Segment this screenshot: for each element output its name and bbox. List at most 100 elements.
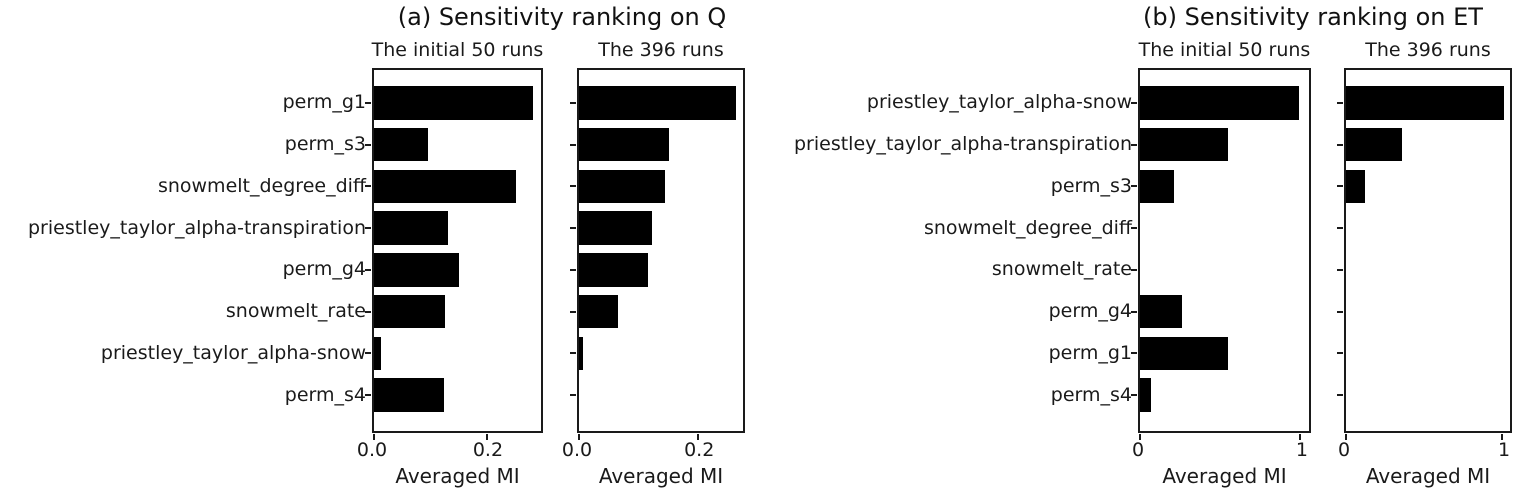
y-axis-label-row: perm_s4 [0,374,366,416]
bar-row [365,333,541,375]
x-tick [697,434,700,440]
bar [1140,86,1299,120]
y-tick [1131,352,1137,355]
bar-row [1131,374,1309,416]
y-axis-label-row: snowmelt_rate [0,291,366,333]
y-axis-label-row: perm_g4 [0,249,366,291]
plot-area [1337,68,1512,440]
y-axis-label: perm_g1 [1048,341,1132,364]
bar-row [570,207,743,249]
y-tick [1337,227,1343,230]
bar-rows [1337,70,1510,431]
x-tick-label: 0.0 [561,439,593,461]
bar [1140,378,1152,412]
bar-rows [365,70,541,431]
bar-row [365,249,541,291]
plot-area [570,68,745,440]
y-axis-label: priestley_taylor_alpha-transpiration [793,133,1132,156]
bar-row [1337,166,1510,208]
plot-area [1131,68,1311,440]
y-tick [570,310,576,313]
y-tick [1337,352,1343,355]
bar [374,378,444,412]
bar [579,336,584,371]
y-tick [1337,185,1343,188]
y-axis-label-row: perm_g1 [0,82,366,124]
x-tick [1501,434,1504,440]
y-axis-label-row: snowmelt_degree_diff [0,166,366,208]
y-axis-label: snowmelt_degree_diff [157,174,366,197]
panel-title: (b) Sensitivity ranking on ET [1143,3,1483,31]
y-tick [1131,227,1137,230]
y-tick [1131,143,1137,146]
y-tick [365,394,371,397]
y-tick [570,352,576,355]
y-axis-label-row: perm_s3 [0,124,366,166]
bar [374,169,516,204]
y-axis-label-row: snowmelt_degree_diff [578,207,1132,249]
y-axis-label: perm_g4 [1048,300,1132,323]
bar [1140,127,1229,162]
bar [579,127,670,162]
x-axis-label: Averaged MI [1365,464,1491,488]
x-tick [1139,434,1141,440]
x-tick [1299,434,1302,440]
bar-row [1337,207,1510,249]
subplot-title: The 396 runs [598,39,724,61]
y-axis-labels: priestley_taylor_alpha-snow priestley_tay… [578,68,1132,433]
bar [1346,127,1403,162]
y-axis-label: perm_g1 [282,91,366,114]
bar-row [1337,374,1510,416]
y-tick [1337,310,1343,313]
y-tick [1131,101,1137,104]
y-tick [1131,310,1137,313]
y-axis-label: priestley_taylor_alpha-snow [100,341,366,364]
x-tick-label: 0.2 [472,439,504,461]
y-tick [1131,394,1137,397]
y-tick [365,143,371,146]
bar-row [1131,207,1309,249]
bar [1140,336,1229,371]
y-tick [570,185,576,188]
y-tick [570,394,576,397]
bar [579,169,666,204]
y-axis-label: perm_g4 [282,258,366,281]
y-tick [365,185,371,188]
y-axis-label-row: snowmelt_rate [578,249,1132,291]
x-tick-label: 0 [1131,439,1145,461]
x-axis-label: Averaged MI [395,464,520,488]
y-axis-label-row: perm_s3 [578,166,1132,208]
x-tick [1345,434,1347,440]
y-axis-label: snowmelt_rate [991,258,1132,281]
bar-row [365,166,541,208]
panel-title: (a) Sensitivity ranking on Q [397,3,727,31]
y-axis-label-row: perm_g4 [578,291,1132,333]
bar-row [1337,291,1510,333]
y-axis-label-row: priestley_taylor_alpha-transpiration [578,124,1132,166]
y-axis-label: snowmelt_degree_diff [923,216,1132,239]
bar-row [1131,124,1309,166]
bar [1140,169,1174,204]
x-axis-label: Averaged MI [598,464,724,488]
bar-row [1337,124,1510,166]
bar-row [570,374,743,416]
y-tick [1337,101,1343,104]
bar [374,86,533,120]
bar-row [1131,333,1309,375]
bar-row [365,374,541,416]
bar-row [570,333,743,375]
bar-rows [1131,70,1309,431]
bar-row [1337,249,1510,291]
bar [579,86,736,120]
subplot-title: The 396 runs [1365,39,1491,61]
y-axis-label-row: perm_g1 [578,333,1132,375]
x-tick-label: 1 [1295,439,1309,461]
y-tick [1337,143,1343,146]
bar-row [570,249,743,291]
bar-row [1337,82,1510,124]
y-tick [1337,268,1343,271]
bar-row [365,82,541,124]
y-axis-label-row: priestley_taylor_alpha-snow [0,333,366,375]
